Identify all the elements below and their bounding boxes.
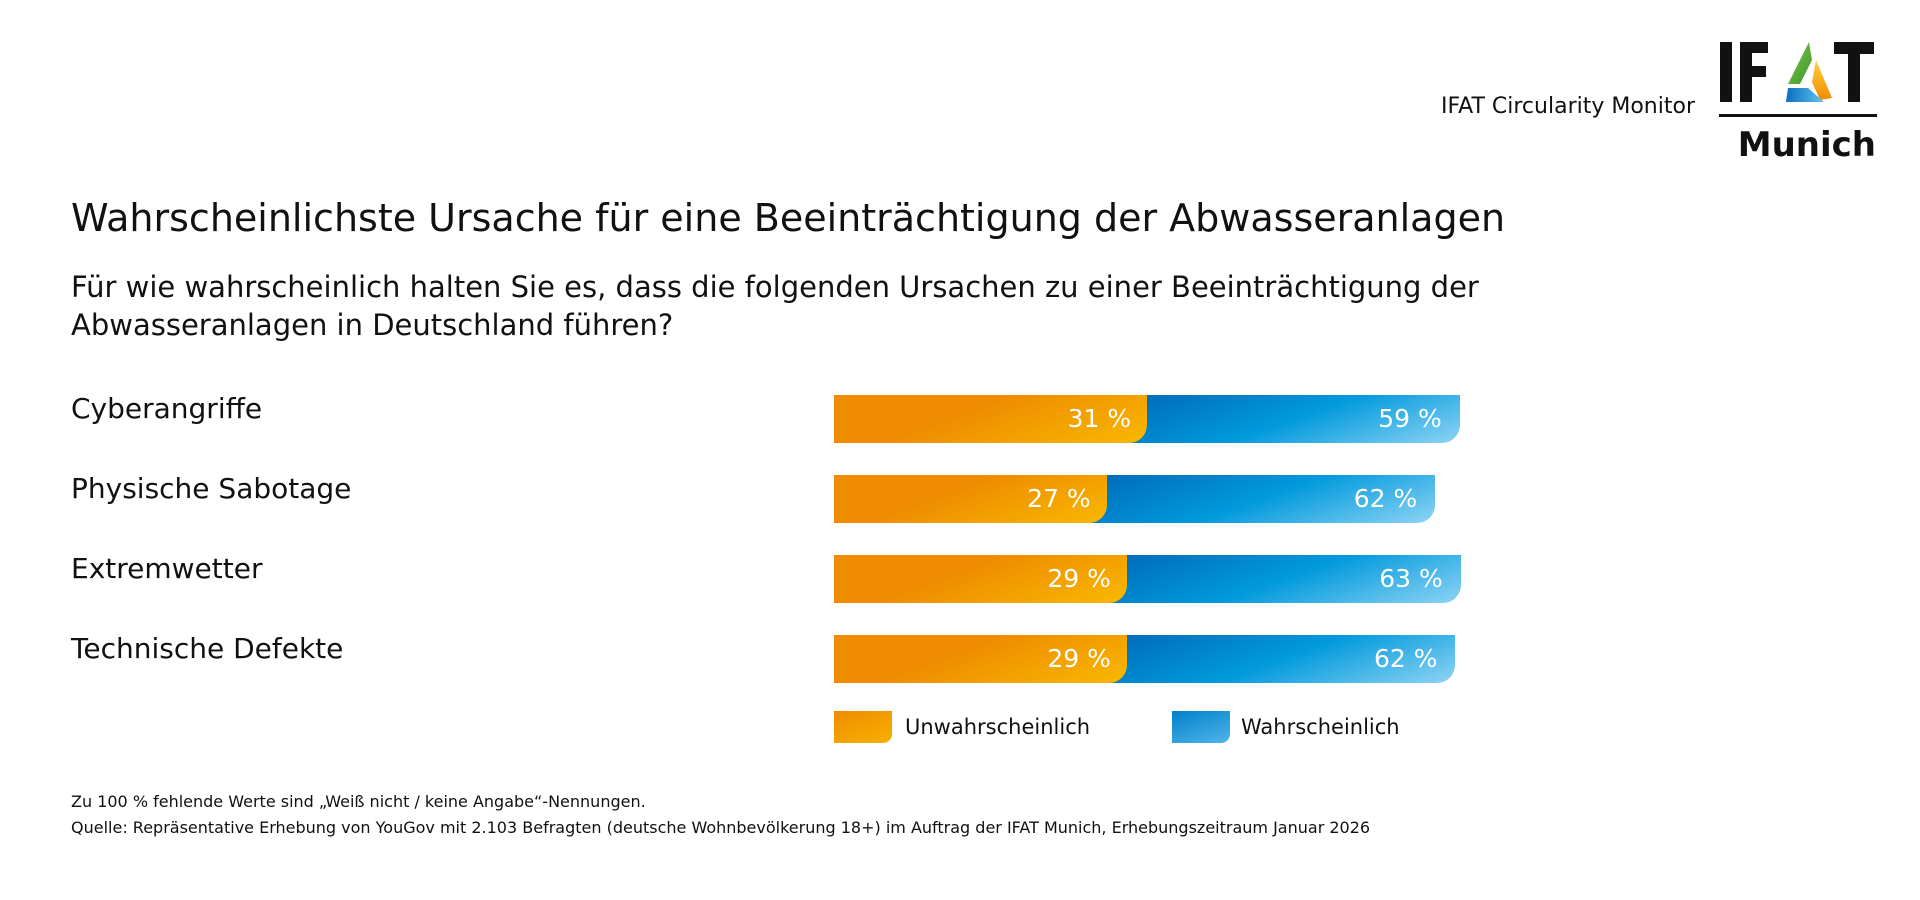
value-label-likely: 62 % [1373,644,1438,673]
chart-subtitle: Für wie wahrscheinlich halten Sie es, da… [71,270,1479,342]
value-label-unlikely: 29 % [1047,644,1111,673]
legend-label-likely: Wahrscheinlich [1241,715,1400,739]
legend-swatch-likely [1172,711,1230,743]
footnote-source: Quelle: Repräsentative Erhebung von YouG… [71,818,1371,837]
value-label-likely: 62 % [1353,484,1418,513]
svg-text:Munich: Munich [1738,125,1876,162]
legend-swatch-unlikely [834,711,892,743]
bar-likely [1123,395,1460,443]
bar-likely [1102,635,1456,683]
bar-unlikely [834,475,1107,523]
category-label: Physische Sabotage [71,472,352,505]
category-label: Technische Defekte [71,632,344,665]
value-label-unlikely: 31 % [1067,404,1132,433]
legend-label-unlikely: Unwahrscheinlich [905,715,1091,739]
bar-likely [1102,555,1461,603]
ifat-munich-logo: Munich [1719,42,1877,162]
value-label-likely: 59 % [1378,404,1442,433]
category-label: Extremwetter [71,552,263,585]
bar-unlikely [834,635,1127,683]
legend: Unwahrscheinlich Wahrscheinlich [834,711,1474,745]
footnote-missing-values: Zu 100 % fehlende Werte sind „Weiß nicht… [71,792,646,811]
chart-title: Wahrscheinlichste Ursache für eine Beein… [71,196,1506,240]
value-label-unlikely: 27 % [1027,484,1091,513]
value-label-likely: 63 % [1379,564,1443,593]
bar-likely [1082,475,1436,523]
bar-unlikely [834,395,1148,443]
bar-unlikely [834,555,1127,603]
monitor-title: IFAT Circularity Monitor [1441,94,1695,119]
category-label: Cyberangriffe [71,392,263,425]
value-label-unlikely: 29 % [1047,564,1111,593]
